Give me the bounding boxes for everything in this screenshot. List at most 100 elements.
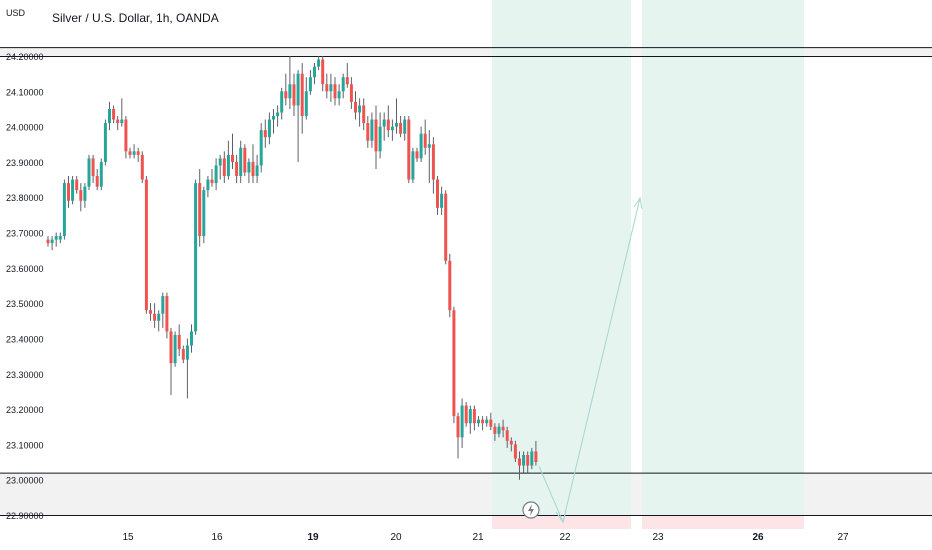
profit-zone xyxy=(642,0,804,515)
candle-body xyxy=(399,123,403,134)
candle-body xyxy=(423,133,427,148)
candle xyxy=(87,154,91,191)
candle xyxy=(444,190,448,265)
candle-body xyxy=(530,451,534,466)
candle xyxy=(108,101,111,131)
position-zones xyxy=(492,0,804,529)
x-tick-label: 15 xyxy=(122,532,134,543)
candle xyxy=(436,176,439,215)
candle xyxy=(222,151,226,184)
candle xyxy=(75,176,79,194)
candle-body xyxy=(489,419,493,427)
candle xyxy=(329,73,333,102)
candle xyxy=(399,116,403,138)
candle-body xyxy=(317,59,321,67)
candle xyxy=(333,77,337,106)
candle-body xyxy=(272,116,275,120)
candle-body xyxy=(362,105,366,124)
candle-body xyxy=(144,179,148,311)
candle-body xyxy=(198,183,202,237)
stop-loss-zone xyxy=(492,515,631,529)
candle xyxy=(243,144,247,177)
candle-body xyxy=(403,119,407,134)
lightning-alert-icon[interactable] xyxy=(522,501,540,519)
candle xyxy=(374,105,378,169)
candle-body xyxy=(71,179,75,201)
y-tick-label: 24.00000 xyxy=(6,123,44,133)
candle-body xyxy=(436,179,439,208)
horizontal-levels xyxy=(0,47,932,516)
candle-body xyxy=(329,84,333,92)
stop-loss-zone xyxy=(642,515,804,529)
candle-body xyxy=(493,426,497,434)
candle xyxy=(157,310,161,332)
candle xyxy=(382,112,386,141)
candle xyxy=(263,119,267,148)
x-tick-label: 21 xyxy=(472,532,484,543)
candle xyxy=(83,183,87,208)
candle-body xyxy=(358,105,362,113)
candle-body xyxy=(308,77,312,92)
candle xyxy=(407,116,411,184)
x-tick-label: 20 xyxy=(390,532,402,543)
candle xyxy=(534,440,538,466)
candle-body xyxy=(165,296,169,332)
candle-body xyxy=(288,84,292,99)
candle xyxy=(501,419,505,438)
y-tick-label: 24.10000 xyxy=(6,87,44,97)
candle xyxy=(116,116,120,131)
candle xyxy=(477,416,480,427)
candle-body xyxy=(50,239,54,244)
candle xyxy=(468,405,472,434)
candle xyxy=(313,63,316,85)
candle xyxy=(489,412,493,431)
candle-body xyxy=(157,313,161,321)
candle-body xyxy=(58,236,62,240)
candle xyxy=(522,451,526,473)
candle-body xyxy=(173,334,177,364)
candle xyxy=(124,116,128,159)
candle-body xyxy=(304,91,308,117)
candle-body xyxy=(390,126,394,131)
candle-body xyxy=(267,119,271,138)
candle xyxy=(288,56,292,109)
candle-body xyxy=(235,161,239,177)
candle-body xyxy=(444,193,448,261)
candle-body xyxy=(448,260,452,311)
y-tick-label: 23.80000 xyxy=(6,193,44,203)
currency-label: USD xyxy=(6,8,26,18)
candle-body xyxy=(407,119,411,180)
y-tick-label: 23.40000 xyxy=(6,334,44,344)
candle-body xyxy=(169,331,173,364)
candle xyxy=(390,119,394,141)
candle-body xyxy=(67,183,70,201)
candle xyxy=(79,183,83,212)
candle xyxy=(378,112,382,159)
candle-body xyxy=(518,458,521,466)
candle-body xyxy=(140,154,144,180)
candle xyxy=(128,147,132,159)
candle-body xyxy=(485,419,489,424)
candle-body xyxy=(231,154,234,162)
candle xyxy=(185,338,189,399)
candle-body xyxy=(263,130,267,138)
candle-body xyxy=(243,147,247,173)
candle xyxy=(46,236,50,247)
candle-body xyxy=(75,179,79,191)
candle xyxy=(226,140,230,180)
candle-body xyxy=(464,405,468,424)
candle-body xyxy=(83,186,87,201)
candle xyxy=(91,154,95,184)
candle xyxy=(481,416,485,431)
candle-body xyxy=(239,147,243,177)
candle xyxy=(354,91,357,120)
candle xyxy=(54,232,58,247)
candle xyxy=(395,98,398,134)
candle xyxy=(95,168,99,191)
candle xyxy=(292,73,296,117)
candle xyxy=(173,331,177,367)
candle-body xyxy=(136,151,140,155)
shaded-band xyxy=(0,47,932,56)
